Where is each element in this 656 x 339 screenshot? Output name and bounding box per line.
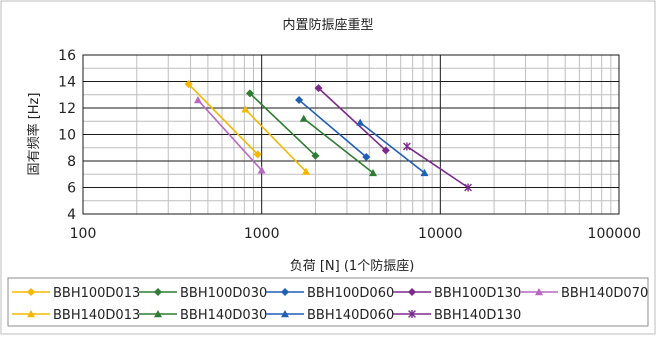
legend-label: BBH140D070 bbox=[561, 286, 648, 301]
legend-item: BBH100D130 bbox=[393, 286, 521, 301]
series-BBH140D013 bbox=[241, 105, 310, 175]
series-layer bbox=[184, 80, 472, 192]
legend-item: BBH100D013 bbox=[12, 286, 140, 301]
legend-item: BBH140D070 bbox=[520, 286, 648, 301]
series-line bbox=[244, 108, 307, 173]
data-point bbox=[464, 183, 472, 192]
legend: BBH100D013 BBH100D030 BBH100D060 BBH100D130… bbox=[7, 277, 649, 327]
series-BBH100D130 bbox=[314, 84, 390, 155]
x-tick-label: 10000 bbox=[418, 226, 463, 242]
data-point bbox=[257, 166, 266, 174]
data-point bbox=[369, 168, 378, 177]
y-tick-label: 10 bbox=[58, 128, 76, 144]
x-tick-label: 1000 bbox=[244, 226, 280, 242]
legend-marker bbox=[154, 310, 162, 318]
series-BBH100D030 bbox=[245, 89, 320, 160]
data-point bbox=[295, 96, 304, 105]
y-tick-label: 8 bbox=[67, 154, 76, 170]
legend-label: BBH100D060 bbox=[307, 286, 394, 301]
x-tick-label: 100 bbox=[70, 226, 97, 242]
data-point bbox=[381, 146, 390, 155]
legend-label: BBH140D060 bbox=[307, 308, 394, 323]
data-point bbox=[356, 118, 365, 126]
legend-item: BBH100D030 bbox=[139, 286, 267, 301]
series-line bbox=[188, 83, 259, 155]
legend-item: BBH140D030 bbox=[139, 308, 267, 323]
legend-label: BBH140D130 bbox=[434, 308, 521, 323]
legend-label: BBH100D130 bbox=[434, 286, 521, 301]
legend-marker bbox=[27, 310, 35, 318]
legend-label: BBH140D013 bbox=[53, 308, 140, 323]
legend-label: BBH100D013 bbox=[53, 286, 140, 301]
data-point bbox=[311, 151, 320, 160]
plot-area-frame bbox=[82, 54, 620, 215]
data-point bbox=[301, 167, 310, 175]
data-point bbox=[253, 150, 262, 159]
data-point bbox=[362, 153, 371, 162]
series-BBH140D060 bbox=[356, 118, 429, 177]
y-axis-label: 固有频率 [Hz] bbox=[26, 93, 42, 176]
series-line bbox=[197, 99, 263, 171]
legend-item: BBH140D060 bbox=[266, 308, 394, 323]
legend-marker bbox=[281, 288, 289, 296]
chart-title: 内置防振座重型 bbox=[282, 17, 373, 33]
data-point bbox=[314, 84, 323, 93]
y-tick-label: 12 bbox=[58, 101, 76, 117]
legend-box bbox=[7, 277, 649, 327]
x-tick-label: 100000 bbox=[588, 226, 641, 242]
data-point bbox=[184, 80, 193, 89]
series-line bbox=[249, 92, 317, 157]
legend-marker bbox=[281, 310, 289, 318]
series-BBH100D013 bbox=[184, 80, 262, 159]
series-BBH140D130 bbox=[403, 142, 472, 192]
series-line bbox=[317, 87, 387, 151]
series-line bbox=[303, 117, 374, 174]
data-point bbox=[403, 142, 411, 151]
legend-item: BBH140D130 bbox=[393, 308, 521, 323]
data-point bbox=[245, 89, 254, 98]
legend-marker bbox=[535, 288, 543, 296]
axes-layer: 4 6 8 10 12 14 16 100 1000 10000 100000 bbox=[58, 48, 641, 242]
data-point bbox=[299, 114, 308, 122]
legend-marker bbox=[408, 288, 416, 296]
data-point bbox=[193, 96, 202, 104]
series-BBH140D070 bbox=[193, 96, 266, 174]
y-tick-label: 14 bbox=[58, 75, 76, 91]
legend-item: BBH140D013 bbox=[12, 308, 140, 323]
legend-marker bbox=[154, 288, 162, 296]
series-line bbox=[406, 145, 469, 189]
y-tick-label: 6 bbox=[67, 181, 76, 197]
y-tick-label: 16 bbox=[58, 48, 76, 64]
legend-marker bbox=[408, 310, 416, 318]
legend-label: BBH140D030 bbox=[180, 308, 267, 323]
legend-label: BBH100D030 bbox=[180, 286, 267, 301]
x-axis-label: 负荷 [N] (1个防振座) bbox=[290, 258, 415, 274]
data-point bbox=[241, 105, 250, 113]
series-BBH140D030 bbox=[299, 114, 378, 177]
y-tick-label: 4 bbox=[67, 207, 76, 223]
legend-marker bbox=[27, 288, 35, 296]
series-BBH100D060 bbox=[295, 96, 371, 162]
series-line bbox=[298, 99, 367, 158]
data-point bbox=[420, 168, 429, 177]
series-line bbox=[359, 121, 425, 174]
legend-item: BBH100D060 bbox=[266, 286, 394, 301]
